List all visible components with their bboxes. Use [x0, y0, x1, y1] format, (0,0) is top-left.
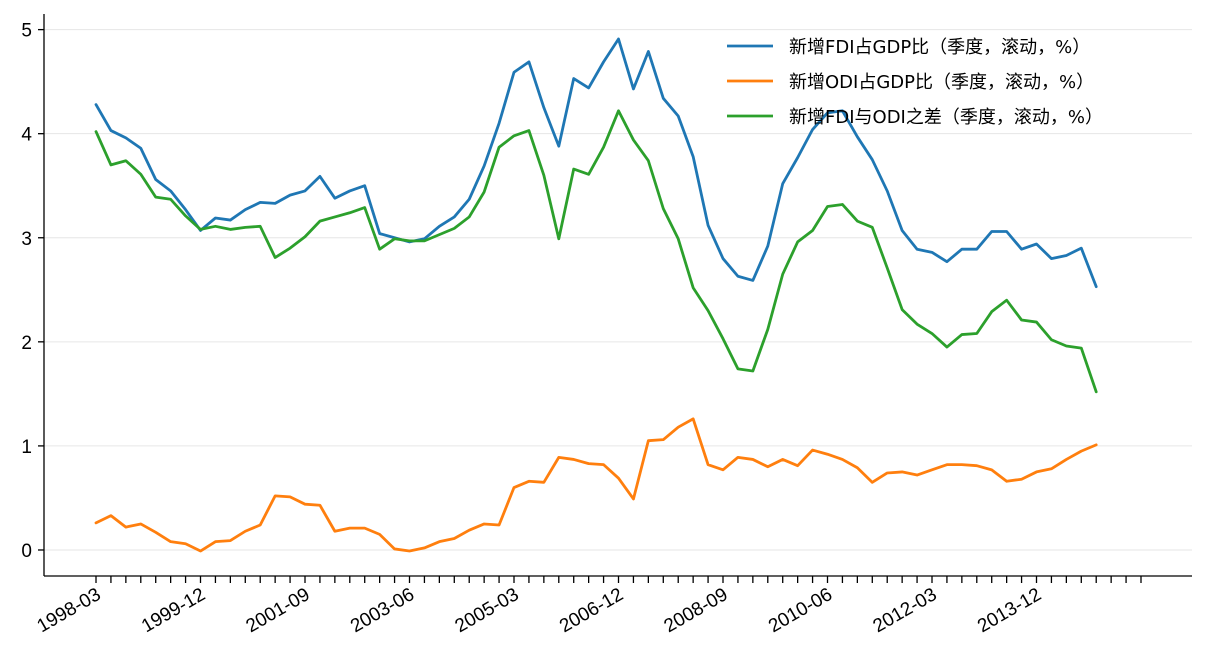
- series-line-1: [94, 37, 1098, 289]
- y-tick-label: 2: [21, 333, 32, 354]
- grid-lines: [44, 29, 1192, 551]
- x-tick-label: 2008-09: [661, 584, 732, 637]
- x-tick-label: 1999-12: [138, 584, 209, 637]
- legend: 新增FDI占GDP比（季度，滚动，%） 新增ODI占GDP比（季度，滚动，%） 新增…: [727, 37, 1103, 128]
- series-line-2: [94, 417, 1098, 553]
- x-tick-label: 2012-03: [870, 584, 941, 637]
- y-tick-label: 4: [21, 125, 32, 146]
- x-tick-label: 2013-12: [974, 584, 1045, 637]
- x-tick-label: 2005-03: [452, 584, 523, 637]
- legend-label-1: 新增FDI占GDP比（季度，滚动，%）: [789, 37, 1090, 58]
- x-tick-label: 1998-03: [34, 584, 105, 637]
- x-tick-label: 2003-06: [347, 584, 418, 637]
- y-tick-label: 3: [21, 229, 32, 250]
- y-tick-label: 0: [21, 541, 32, 562]
- x-tick-label: 2001-09: [243, 584, 314, 637]
- legend-label-3: 新增FDI与ODI之差（季度，滚动，%）: [789, 107, 1103, 128]
- x-tick-label: 2006-12: [556, 584, 627, 637]
- series-line-3: [94, 109, 1098, 394]
- y-tick-label: 1: [21, 437, 32, 458]
- x-tick-label: 2010-06: [765, 584, 836, 637]
- y-tick-label: 5: [21, 21, 32, 42]
- series-lines: [94, 37, 1098, 553]
- legend-label-2: 新增ODI占GDP比（季度，滚动，%）: [789, 72, 1094, 93]
